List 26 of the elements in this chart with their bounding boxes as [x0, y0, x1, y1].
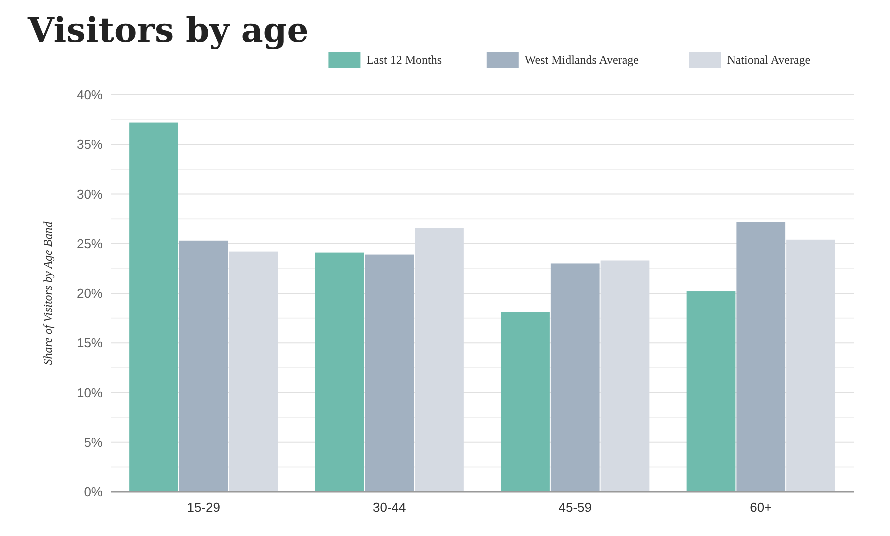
- bar: [179, 240, 228, 492]
- y-tick-label: 20%: [76, 286, 104, 302]
- bar: [686, 292, 736, 492]
- bar: [550, 264, 600, 492]
- bar: [315, 252, 364, 492]
- legend-label: National Average: [727, 53, 811, 68]
- bar: [736, 222, 786, 492]
- bar: [130, 122, 178, 492]
- legend-label: Last 12 Months: [366, 53, 442, 68]
- y-tick-label: 30%: [76, 186, 104, 202]
- bar: [365, 254, 414, 492]
- y-tick-label: 35%: [76, 137, 104, 152]
- y-tick-label: 25%: [76, 236, 104, 252]
- y-tick-label: 40%: [76, 88, 104, 103]
- x-tick-label: 30-44: [373, 500, 406, 515]
- legend-label: West Midlands Average: [524, 53, 640, 68]
- y-tick-label: 5%: [84, 434, 104, 450]
- x-tick-label: 15-29: [187, 500, 220, 515]
- y-axis-title: Share of Visitors by Age Band: [41, 220, 55, 366]
- chart-title: Visitors by age: [27, 11, 309, 51]
- y-tick-label: 10%: [76, 385, 104, 400]
- x-tick-label: 45-59: [558, 500, 592, 515]
- y-tick-label: 15%: [76, 336, 104, 351]
- y-tick-label: 0%: [84, 484, 104, 500]
- bar: [501, 312, 550, 492]
- x-tick-label: 60+: [750, 500, 772, 515]
